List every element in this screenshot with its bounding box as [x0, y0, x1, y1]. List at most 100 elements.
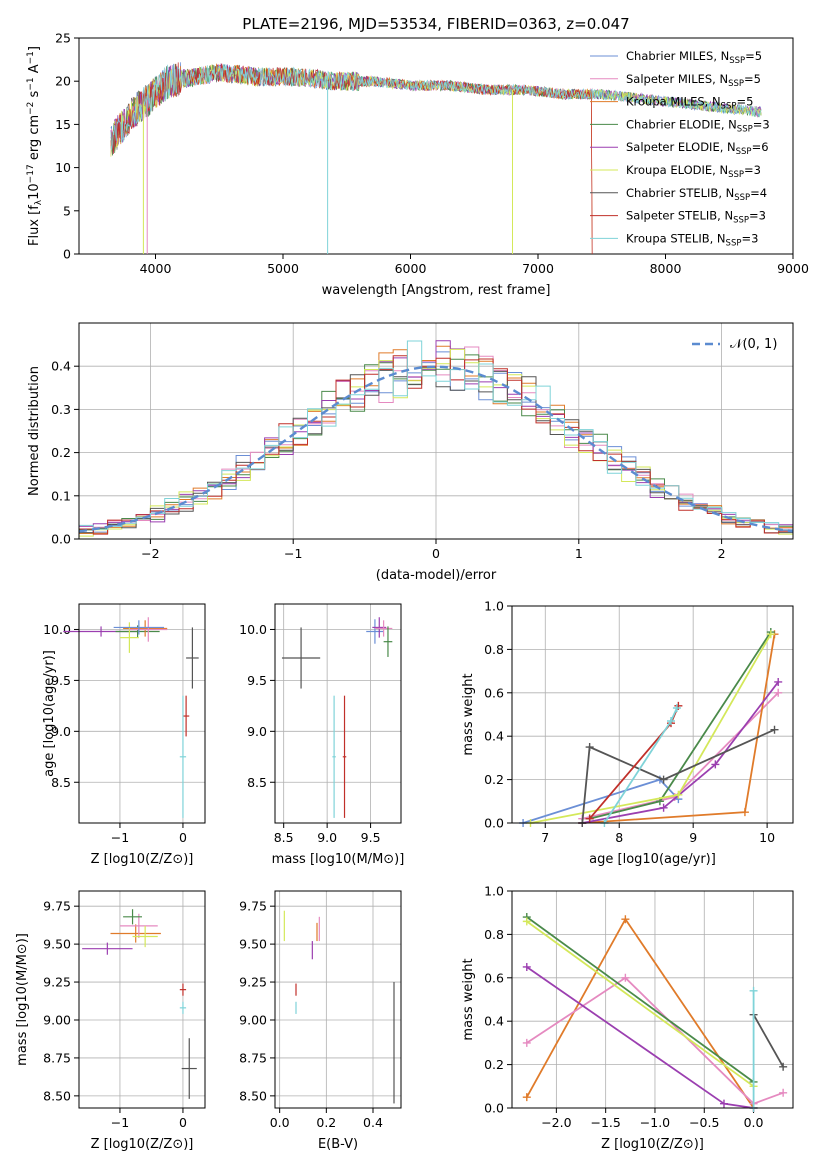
x-tick-label: 0.2 [316, 1115, 336, 1130]
x-tick-label: 2 [718, 546, 726, 561]
legend-name: Salpeter MILES, N [626, 72, 728, 86]
panel-axes [78, 603, 206, 824]
legend-label: Salpeter MILES, NSSP=5 [626, 72, 761, 89]
y-axis-label: mass weight [461, 673, 476, 755]
x-tick-label: 4000 [140, 261, 172, 276]
series-marker [666, 717, 675, 726]
series-line [752, 1014, 784, 1068]
spectrum-ylabel: Flux [fλ10−17 erg cm−2 s−1 A−1] [26, 46, 44, 246]
legend-sub: SSP [736, 147, 752, 157]
age-vs-z-panel: −1 0 8.5 9.0 9.5 10.0 Z [log10(Z/Z⊙)] age [log1… [42, 603, 206, 867]
y-tick-label: 0.4 [51, 359, 71, 374]
spectrum-panel: 4000 5000 6000 7000 8000 9000 0 5 10 15 20 25 wave… [26, 31, 809, 299]
series-marker [749, 986, 758, 995]
legend-suffix: =3 [744, 163, 761, 177]
y-tick-label: 0.8 [484, 927, 504, 942]
panel-axes [274, 890, 402, 1109]
series-marker [774, 688, 783, 697]
panel-axes [78, 890, 206, 1109]
x-tick-label: 9.5 [361, 830, 381, 845]
spectrum-x-ticks: 4000 5000 6000 7000 8000 9000 [140, 254, 809, 276]
y-tick-label: 0 [63, 247, 71, 262]
legend-name: Chabrier MILES, N [626, 49, 729, 63]
y-tick-label: 0.6 [484, 970, 504, 985]
x-tick-label: 8000 [650, 261, 682, 276]
x-tick-label: 0 [179, 830, 187, 845]
x-tick-label: 0 [179, 1115, 187, 1130]
y-tick-label: 0.0 [51, 532, 71, 547]
y-tick-label: 0.1 [51, 488, 71, 503]
y-tick-label: 0.6 [484, 685, 504, 700]
spectrum-line [110, 64, 762, 157]
series-line [526, 917, 755, 1109]
parameter-panels: −1 0 8.5 9.0 9.5 10.0 Z [log10(Z/Z⊙)] age [log1… [15, 599, 794, 1152]
massweight-vs-z-panel: −2.0 −1.5 −1.0 −0.5 0.0 0.0 0.2 0.4 0.6 0.8 1.0 Z [… [461, 884, 794, 1152]
x-tick-label: 9000 [777, 261, 809, 276]
legend-suffix: =3 [749, 209, 766, 223]
series-marker [672, 703, 681, 712]
series-marker [621, 973, 630, 982]
legend-label: Salpeter ELODIE, NSSP=6 [626, 140, 769, 157]
legend-sub: SSP [728, 79, 744, 89]
series-marker [659, 775, 668, 784]
series-marker [659, 803, 668, 812]
y-tick-label: 25 [55, 31, 71, 46]
x-tick-label: 9.0 [317, 830, 337, 845]
y-tick-label: 9.50 [43, 937, 71, 952]
x-axis-label: E(B-V) [318, 1137, 358, 1152]
y-tick-label: 9.25 [43, 975, 71, 990]
histogram-panel: −2 −1 0 1 2 0.0 0.1 0.2 0.3 0.4 (data-model)/err… [27, 322, 794, 583]
x-axis-label: age [log10(age/yr)] [589, 852, 716, 867]
y-tick-label: 9.50 [239, 937, 267, 952]
legend-suffix: =5 [745, 49, 762, 63]
histogram-ylabel: Normed distribution [27, 366, 42, 496]
x-tick-label: −2 [141, 546, 159, 561]
age-vs-mass-panel: 8.5 9.0 9.5 8.5 9.0 9.5 10.0 mass [log10(M/M⊙)] [239, 603, 404, 867]
x-axis-label: Z [log10(Z/Z⊙)] [91, 852, 194, 867]
legend-name: Kroupa ELODIE, N [626, 163, 728, 177]
series-marker [522, 917, 531, 926]
legend-suffix: =4 [750, 186, 767, 200]
y-tick-label: 9.5 [247, 673, 267, 688]
series-marker [740, 808, 749, 817]
panel-axes [511, 890, 794, 1109]
x-tick-label: −2.0 [541, 1115, 571, 1130]
x-tick-label: 7 [541, 830, 549, 845]
series-marker [711, 760, 720, 769]
legend-sub: SSP [728, 170, 744, 180]
y-tick-label: 10.0 [239, 622, 267, 637]
legend-sub: SSP [726, 238, 742, 248]
y-axis-label: age [log10(age/yr)] [42, 650, 57, 777]
series-marker [779, 1062, 788, 1071]
y-tick-label: 0.8 [484, 642, 504, 657]
series-line [588, 705, 680, 820]
x-tick-label: −1.0 [640, 1115, 670, 1130]
y-tick-label: 0.0 [484, 816, 504, 831]
x-tick-label: 8.5 [274, 830, 294, 845]
y-tick-label: 9.75 [43, 899, 71, 914]
x-tick-label: 10 [759, 830, 775, 845]
legend-sub: SSP [734, 193, 750, 203]
series-marker [585, 743, 594, 752]
y-axis-label: mass weight [461, 958, 476, 1040]
legend-sub: SSP [729, 56, 745, 66]
histogram-legend-label: 𝒩(0, 1) [730, 337, 777, 352]
x-tick-label: 0 [432, 546, 440, 561]
y-tick-label: 0.4 [484, 1014, 504, 1029]
spectrum-line [110, 62, 593, 255]
legend-name: Chabrier STELIB, N [626, 186, 734, 200]
y-tick-label: 0.2 [484, 1057, 504, 1072]
x-tick-label: 7000 [522, 261, 554, 276]
y-tick-label: 9.00 [239, 1012, 267, 1027]
legend-sub: SSP [721, 102, 737, 112]
y-tick-label: 8.75 [239, 1050, 267, 1065]
spectrum-axes [78, 37, 794, 255]
x-tick-label: −1.5 [590, 1115, 620, 1130]
normal-curve [78, 365, 794, 533]
spectrum-line [110, 63, 762, 151]
series-line [582, 681, 779, 824]
histogram-y-ticks: 0.0 0.1 0.2 0.3 0.4 [51, 359, 79, 547]
x-tick-label: 6000 [395, 261, 427, 276]
y-tick-label: 8.5 [247, 775, 267, 790]
